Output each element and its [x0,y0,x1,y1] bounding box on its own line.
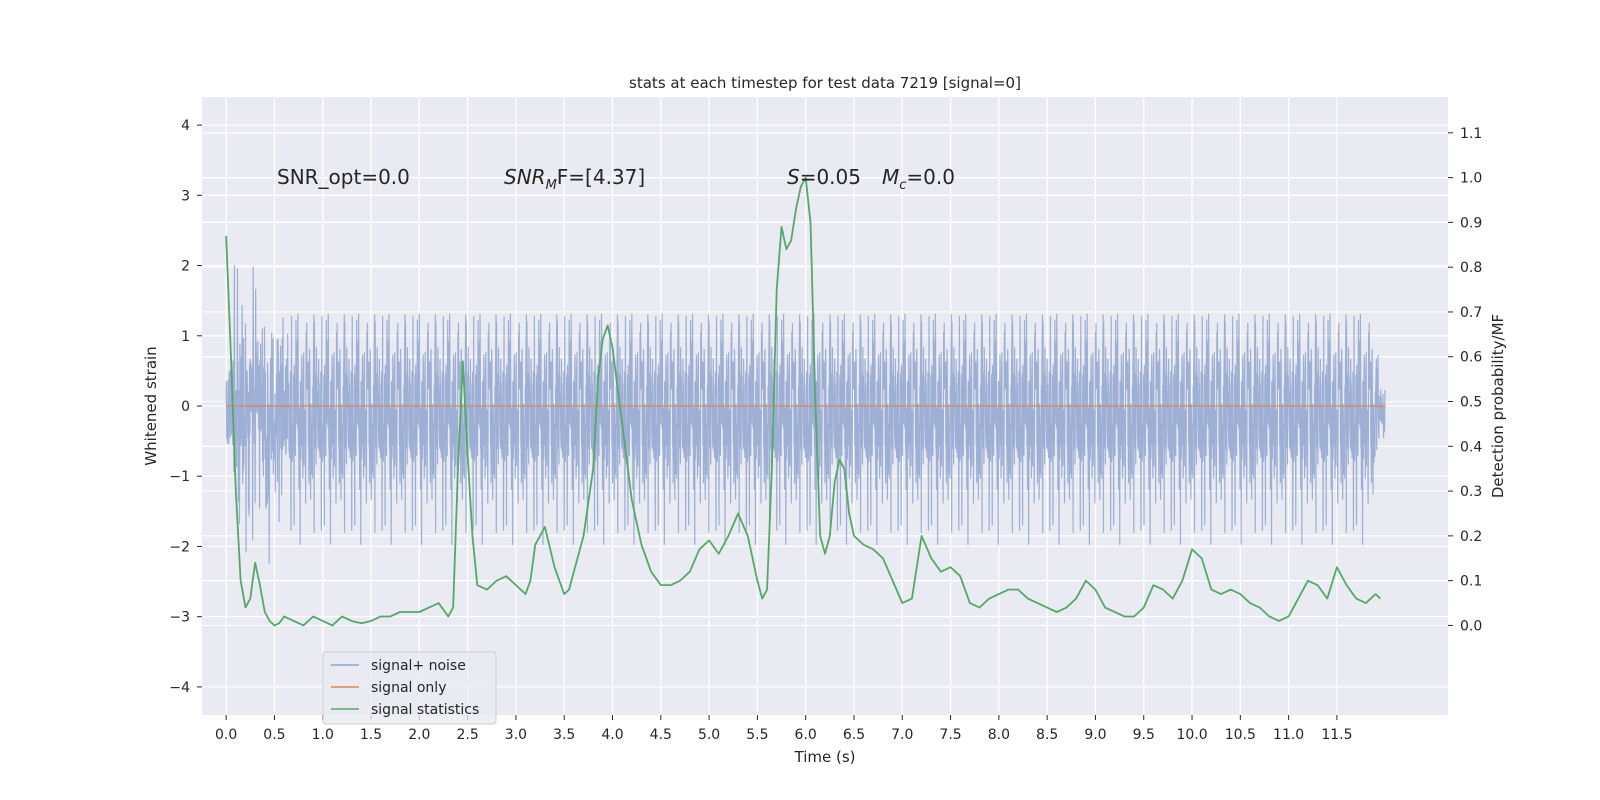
y-tick-label: 3 [181,188,190,204]
legend-label-signal-only: signal only [371,680,446,696]
x-tick-label: 4.5 [650,727,672,743]
x-tick-label: 7.5 [939,727,961,743]
x-tick-label: 3.0 [505,727,527,743]
y-right-tick-label: 1.1 [1460,126,1482,142]
x-tick-label: 3.5 [553,727,575,743]
annotations: SNR_opt=0.0 SNRMF=[4.37] S=0.05 Mc=0.0 [277,165,955,193]
y-right-tick-label: 0.7 [1460,305,1482,321]
annotation-stat-s: S=0.05 [787,165,861,189]
x-tick-label: 8.0 [988,727,1010,743]
x-tick-label: 10.0 [1176,727,1207,743]
y-tick-label: 0 [181,399,190,415]
x-tick-label: 4.0 [601,727,623,743]
legend: signal+ noise signal only signal statist… [322,651,497,725]
annotation-snr-opt: SNR_opt=0.0 [277,165,410,189]
y-tick-label: 1 [181,329,190,345]
y-right-tick-label: 0.9 [1460,215,1482,231]
x-tick-label: 9.5 [1133,727,1155,743]
annotation-stat-s-rest: =0.05 [800,165,861,189]
x-tick-label: 1.5 [360,727,382,743]
x-tick-label: 0.5 [263,727,285,743]
chart-title: stats at each timestep for test data 721… [629,74,1021,92]
signal-noise-line [225,265,1386,564]
y-tick-label: −2 [169,539,190,555]
legend-label-signal-statistics: signal statistics [371,702,479,718]
annotation-mc-rest: =0.0 [906,165,955,189]
x-axis-label: Time (s) [794,748,856,766]
annotation-stat-s-main: S [787,165,800,189]
x-tick-label: 11.5 [1321,727,1352,743]
y-right-tick-label: 0.4 [1460,439,1482,455]
legend-label-signal-noise: signal+ noise [371,658,466,674]
y-right-tick-label: 0.6 [1460,350,1482,366]
x-tick-label: 0.0 [215,727,237,743]
annotation-mc-sub: c [899,178,906,193]
annotation-snr-mf-sub: M [546,178,557,193]
annotation-snr-mf-rest: F=[4.37] [557,165,645,189]
x-tick-label: 2.0 [408,727,430,743]
y-tick-label: −4 [169,680,190,696]
x-tick-label: 2.5 [456,727,478,743]
y-right-tick-label: 0.3 [1460,484,1482,500]
y-right-tick-label: 0.2 [1460,529,1482,545]
legend-box [322,651,497,725]
x-tick-label: 1.0 [312,727,334,743]
y-right-axis-label: Detection probability/MF [1489,314,1507,498]
x-tick-label: 11.0 [1273,727,1304,743]
y-tick-label: −1 [169,469,190,485]
annotation-mc: Mc=0.0 [882,165,955,193]
x-tick-label: 9.0 [1084,727,1106,743]
x-tick-label: 8.5 [1036,727,1058,743]
signal-statistics-line [225,176,1382,627]
y-right-tick-label: 0.8 [1460,260,1482,276]
y-tick-label: 4 [181,118,190,134]
y-right-tick-label: 1.0 [1460,171,1482,187]
series-signal-noise [225,265,1386,564]
y-right-tick-label: 0.1 [1460,574,1482,590]
x-tick-label: 7.0 [891,727,913,743]
axes: 0.0 0.5 1.0 1.5 2.0 2.5 3.0 3.5 4.0 4.5 5.0 5.5 6.0 6… [169,118,1482,743]
annotation-snr-mf: SNRMF=[4.37] [504,165,645,193]
x-tick-label: 6.0 [795,727,817,743]
y-right-tick-label: 0.5 [1460,395,1482,411]
annotation-mc-main: M [882,165,899,189]
x-tick-label: 5.0 [698,727,720,743]
series-signal-statistics [225,176,1382,627]
y-tick-label: 2 [181,259,190,275]
x-tick-label: 6.5 [843,727,865,743]
y-axis-label: Whitened strain [142,346,160,465]
y-tick-label: −3 [169,610,190,626]
y-right-tick-label: 0.0 [1460,618,1482,634]
annotation-snr-mf-main: SNR [504,165,546,189]
x-tick-label: 5.5 [746,727,768,743]
x-tick-label: 10.5 [1225,727,1256,743]
